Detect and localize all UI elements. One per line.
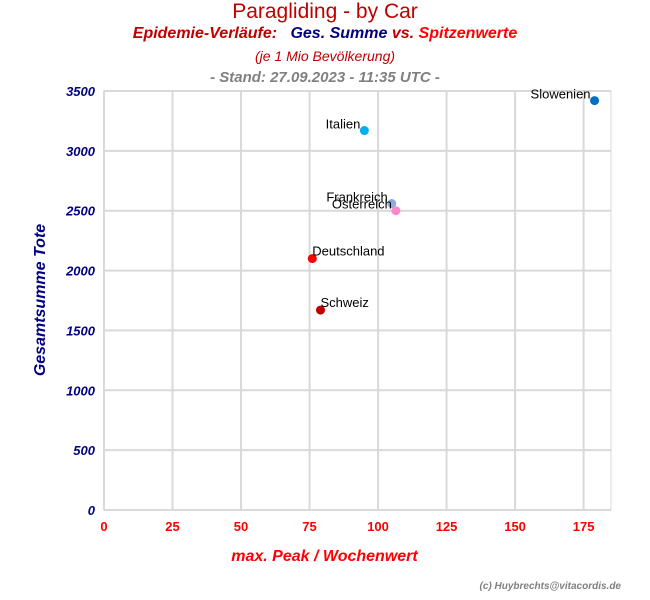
data-point-label: Schweiz bbox=[321, 295, 369, 310]
subtitle-part-a: Epidemie-Verläufe: bbox=[132, 25, 278, 42]
x-tick-label: 125 bbox=[436, 519, 458, 534]
x-tick-label: 75 bbox=[302, 519, 316, 534]
y-tick-label: 1500 bbox=[66, 323, 96, 338]
data-point-label: Slowenien bbox=[531, 87, 591, 102]
x-tick-label: 175 bbox=[573, 519, 595, 534]
subtitle-part-b: Ges. Summe bbox=[290, 25, 388, 42]
y-tick-label: 0 bbox=[88, 503, 96, 518]
y-tick-label: 500 bbox=[73, 443, 95, 458]
x-tick-label: 100 bbox=[367, 519, 389, 534]
data-point bbox=[391, 206, 401, 216]
y-tick-label: 1000 bbox=[66, 383, 96, 398]
subtitle-part-c: Spitzenwerte bbox=[418, 25, 518, 42]
y-tick-label: 2000 bbox=[65, 264, 96, 279]
x-tick-label: 50 bbox=[234, 519, 248, 534]
y-axis-label: Gesamtsumme Tote bbox=[32, 224, 49, 376]
x-axis-label: max. Peak / Wochenwert bbox=[231, 548, 418, 565]
y-tick-label: 3000 bbox=[66, 144, 96, 159]
y-tick-label: 2500 bbox=[65, 204, 96, 219]
credit-text: (c) Huybrechts@vitacordis.de bbox=[479, 581, 621, 592]
chart-subtitle: Epidemie-Verläufe: Ges. Summe vs. Spitze… bbox=[0, 25, 650, 43]
data-point-label: Deutschland bbox=[312, 244, 384, 259]
chart-note: (je 1 Mio Bevölkerung) bbox=[254, 48, 396, 64]
chart-title: Paragliding - by Car bbox=[232, 0, 418, 23]
x-tick-label: 150 bbox=[504, 519, 526, 534]
data-point bbox=[316, 305, 326, 315]
data-point-label: Italien bbox=[326, 117, 361, 132]
data-point-label: Österreich bbox=[332, 197, 392, 212]
data-point bbox=[359, 126, 369, 136]
data-point-label: Frankreich bbox=[326, 190, 387, 205]
subtitle-vs: vs. bbox=[391, 25, 415, 42]
chart-stand: - Stand: 27.09.2023 - 11:35 UTC - bbox=[210, 69, 440, 86]
y-tick-label: 3500 bbox=[66, 84, 96, 99]
data-point bbox=[307, 254, 317, 264]
data-point bbox=[590, 96, 600, 106]
data-point bbox=[387, 199, 397, 209]
x-tick-label: 0 bbox=[100, 519, 107, 534]
x-tick-label: 25 bbox=[165, 519, 179, 534]
